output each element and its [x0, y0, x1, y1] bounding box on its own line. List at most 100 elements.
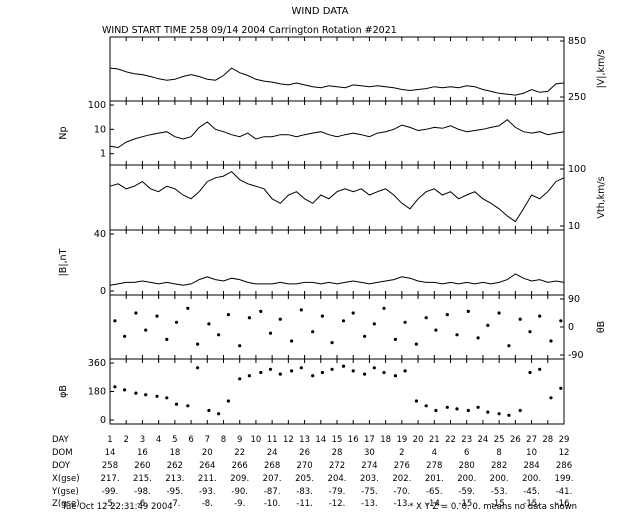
data-point [123, 388, 127, 392]
table-cell: 24 [478, 435, 489, 445]
panel-phi: 360 180 0 φB [58, 358, 565, 426]
table-cell: 200. [490, 474, 509, 484]
table-cell: 18 [169, 448, 180, 458]
data-point [186, 404, 190, 408]
data-point [445, 405, 449, 409]
data-point [259, 370, 263, 375]
table-cell: 199. [555, 474, 574, 484]
table-cell: 4 [156, 435, 161, 445]
data-point [238, 377, 242, 381]
table-row-label: DOM [52, 448, 73, 458]
data-point [155, 314, 159, 318]
y-tick-label: 10 [94, 124, 106, 135]
panel-frame [109, 358, 565, 425]
table-cell: -14. [426, 499, 443, 509]
table-cell: -5. [104, 499, 115, 509]
table-cell: 217. [101, 474, 120, 484]
table-cell: -15. [523, 499, 540, 509]
series-line [109, 67, 565, 96]
data-point [549, 339, 553, 343]
data-point [341, 364, 346, 368]
table-cell: 5 [172, 435, 177, 445]
data-point [372, 366, 376, 370]
data-point [424, 316, 428, 320]
table-cell: 16 [348, 435, 359, 445]
table-cell: 22 [234, 448, 245, 458]
data-point [351, 369, 355, 373]
y-tick-label: 250 [568, 92, 586, 103]
data-point [393, 337, 397, 341]
data-point [134, 391, 138, 395]
table-cell: 204. [328, 474, 347, 484]
data-point [144, 393, 148, 397]
data-point [538, 314, 542, 318]
ephemeris-table: DAY 1 2 3 4 5 6 7 8 9 10 11 12 13 14 15 16 17 18 19 20 21 22 23… [51, 435, 573, 509]
data-point [403, 320, 407, 324]
table-cell: 20 [202, 448, 213, 458]
data-point [393, 374, 397, 378]
table-cell: 266 [232, 461, 248, 471]
data-point [518, 408, 522, 413]
table-cell: 6 [464, 448, 469, 458]
data-point [414, 399, 418, 403]
data-point [320, 314, 324, 318]
panels: 850 250 |V|,km/s 100 10 1 Np 100 10 Vth,km/s 40 0 |B… [58, 36, 607, 426]
data-point [217, 412, 221, 416]
y-tick-label: 850 [568, 36, 586, 47]
data-point [311, 330, 315, 334]
data-point [113, 385, 117, 389]
panel-frame [109, 294, 565, 360]
table-cell: 272 [329, 461, 345, 471]
table-cell: 27 [526, 435, 537, 445]
data-point [528, 330, 532, 334]
table-cell: 270 [296, 461, 312, 471]
y-axis-label: Vth,km/s [596, 176, 607, 218]
y-axis-label: |V|,km/s [596, 50, 607, 89]
table-cell: -87. [264, 487, 281, 497]
table-cell: -7. [169, 499, 180, 509]
table-cell: 200. [457, 474, 476, 484]
y-tick-label: 100 [88, 100, 106, 111]
y-tick-label: 1 [100, 149, 106, 160]
y-tick-label: 180 [88, 387, 106, 398]
table-cell: 200. [522, 474, 541, 484]
figure-subtitle: WIND START TIME 258 09/14 2004 Carringto… [102, 25, 397, 36]
table-cell: 2 [399, 448, 404, 458]
table-cell: 280 [459, 461, 475, 471]
footer-note: * X Y Z = 0. 0. 0. means no data shown [409, 502, 577, 512]
table-cell: 30 [364, 448, 375, 458]
data-point [290, 369, 294, 373]
series-line [109, 119, 565, 149]
table-cell: 29 [559, 435, 570, 445]
y-axis-label: φB [58, 385, 69, 398]
table-row-label: Z(gse) [52, 499, 80, 509]
data-point [372, 322, 376, 326]
table-cell: 17 [364, 435, 375, 445]
table-cell: 18 [380, 435, 391, 445]
table-cell: -6. [137, 499, 148, 509]
table-cell: 264 [199, 461, 215, 471]
table-cell: -93. [199, 487, 216, 497]
panel-frame [109, 229, 565, 296]
table-cell: -95. [167, 487, 184, 497]
table-cell: 274 [361, 461, 377, 471]
data-point [382, 370, 386, 375]
data-point [382, 306, 386, 310]
data-point [486, 410, 490, 414]
table-cell: 8 [496, 448, 501, 458]
table-row-label: Y(gse) [51, 487, 79, 497]
table-cell: 262 [167, 461, 183, 471]
table-cell: 10 [526, 448, 537, 458]
table-cell: -10. [264, 499, 281, 509]
table-cell: 12 [559, 448, 570, 458]
data-point [290, 339, 294, 343]
table-cell: 284 [523, 461, 539, 471]
table-cell: 260 [134, 461, 150, 471]
table-cell: -45. [523, 487, 540, 497]
data-point [559, 319, 563, 323]
table-cell: -13. [361, 499, 378, 509]
table-cell: -16. [556, 499, 573, 509]
data-point [226, 399, 230, 403]
table-cell: -11. [296, 499, 313, 509]
